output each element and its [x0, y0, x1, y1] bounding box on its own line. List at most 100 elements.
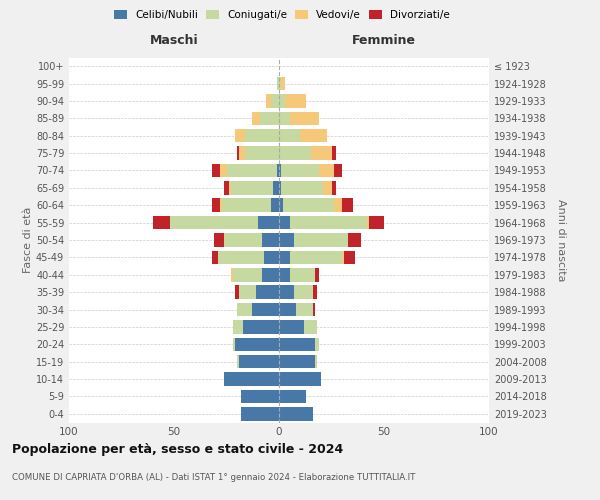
Bar	[281, 77, 286, 90]
Bar	[252, 112, 260, 125]
Bar	[235, 286, 239, 299]
Bar	[279, 320, 304, 334]
Bar	[279, 250, 290, 264]
Bar	[283, 198, 334, 212]
Bar	[227, 164, 277, 177]
Bar	[262, 268, 279, 281]
Bar	[348, 233, 361, 247]
Bar	[218, 250, 265, 264]
Bar	[229, 181, 231, 194]
Bar	[277, 77, 279, 90]
Bar	[279, 164, 281, 177]
Bar	[239, 355, 279, 368]
Bar	[231, 268, 233, 281]
Bar	[260, 112, 279, 125]
Bar	[220, 164, 227, 177]
Bar	[323, 181, 331, 194]
Bar	[252, 302, 279, 316]
Bar	[224, 372, 279, 386]
Bar	[290, 112, 319, 125]
Bar	[279, 181, 281, 194]
Bar	[279, 94, 286, 108]
Bar	[319, 164, 334, 177]
Legend: Celibi/Nubili, Coniugati/e, Vedovi/e, Divorziati/e: Celibi/Nubili, Coniugati/e, Vedovi/e, Di…	[112, 8, 452, 22]
Bar	[237, 146, 239, 160]
Bar	[294, 286, 313, 299]
Bar	[279, 372, 321, 386]
Bar	[212, 164, 220, 177]
Bar	[279, 302, 296, 316]
Bar	[279, 146, 311, 160]
Bar	[281, 181, 323, 194]
Text: Maschi: Maschi	[149, 34, 199, 47]
Bar	[313, 302, 315, 316]
Bar	[245, 146, 279, 160]
Bar	[311, 146, 331, 160]
Bar	[279, 355, 314, 368]
Bar	[220, 198, 223, 212]
Bar	[153, 216, 170, 230]
Bar	[369, 216, 384, 230]
Text: COMUNE DI CAPRIATA D'ORBA (AL) - Dati ISTAT 1° gennaio 2024 - Elaborazione TUTTI: COMUNE DI CAPRIATA D'ORBA (AL) - Dati IS…	[12, 472, 415, 482]
Bar	[279, 216, 290, 230]
Bar	[279, 390, 307, 403]
Bar	[279, 338, 314, 351]
Bar	[271, 94, 279, 108]
Bar	[342, 250, 344, 264]
Bar	[237, 355, 239, 368]
Bar	[279, 286, 294, 299]
Bar	[214, 233, 224, 247]
Bar	[334, 198, 342, 212]
Bar	[279, 233, 294, 247]
Bar	[342, 198, 353, 212]
Bar	[290, 216, 367, 230]
Bar	[279, 112, 290, 125]
Bar	[279, 198, 283, 212]
Bar	[239, 286, 256, 299]
Bar	[241, 390, 279, 403]
Bar	[235, 338, 279, 351]
Bar	[233, 268, 262, 281]
Bar	[241, 407, 279, 420]
Bar	[224, 181, 229, 194]
Bar	[294, 233, 348, 247]
Bar	[233, 320, 244, 334]
Bar	[256, 286, 279, 299]
Bar	[290, 268, 314, 281]
Bar	[265, 250, 279, 264]
Bar	[314, 355, 317, 368]
Bar	[170, 216, 258, 230]
Bar	[331, 181, 336, 194]
Bar	[245, 129, 279, 142]
Bar	[313, 286, 317, 299]
Bar	[212, 198, 220, 212]
Bar	[281, 164, 319, 177]
Bar	[230, 181, 272, 194]
Bar	[239, 146, 245, 160]
Bar	[237, 302, 252, 316]
Bar	[334, 164, 342, 177]
Bar	[262, 233, 279, 247]
Bar	[258, 216, 279, 230]
Bar	[367, 216, 370, 230]
Bar	[233, 338, 235, 351]
Bar	[271, 198, 279, 212]
Bar	[279, 268, 290, 281]
Bar	[277, 164, 279, 177]
Bar	[223, 198, 271, 212]
Bar	[314, 268, 319, 281]
Bar	[272, 181, 279, 194]
Bar	[304, 320, 317, 334]
Bar	[290, 250, 342, 264]
Bar	[300, 129, 328, 142]
Bar	[286, 94, 307, 108]
Bar	[244, 320, 279, 334]
Bar	[235, 129, 245, 142]
Bar	[224, 233, 262, 247]
Text: Popolazione per età, sesso e stato civile - 2024: Popolazione per età, sesso e stato civil…	[12, 442, 343, 456]
Bar	[314, 338, 319, 351]
Bar	[212, 250, 218, 264]
Text: Femmine: Femmine	[352, 34, 416, 47]
Bar	[279, 129, 300, 142]
Y-axis label: Anni di nascita: Anni di nascita	[556, 198, 566, 281]
